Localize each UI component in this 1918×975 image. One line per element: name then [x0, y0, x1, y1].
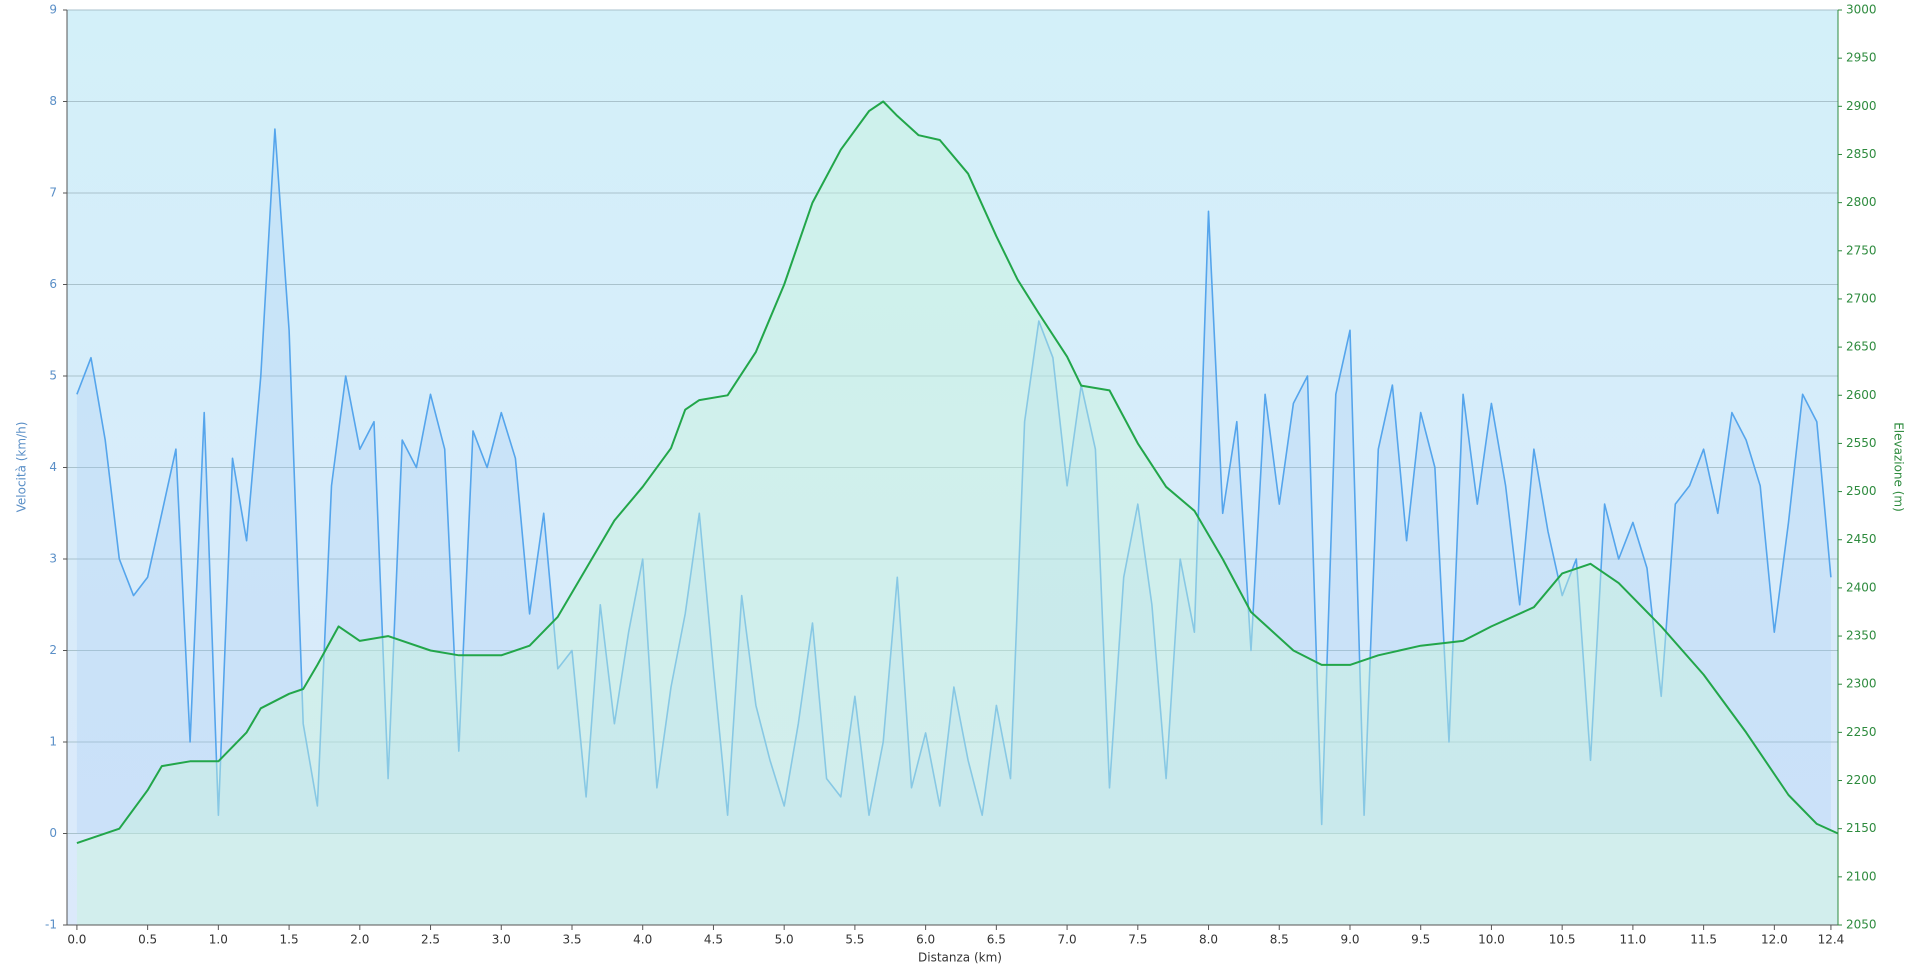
- y2-tick-label: 2900: [1846, 99, 1877, 113]
- x-tick-label: 9.5: [1411, 933, 1430, 947]
- y2-tick-label: 2550: [1846, 436, 1877, 450]
- y-tick-label: 9: [49, 3, 57, 17]
- y-tick-label: 3: [49, 552, 57, 566]
- y2-tick-label: 2400: [1846, 580, 1877, 594]
- x-tick-label: 5.5: [845, 933, 864, 947]
- x-tick-label: 0.0: [67, 933, 86, 947]
- y2-tick-label: 2750: [1846, 243, 1877, 257]
- x-tick-label: 10.0: [1478, 933, 1505, 947]
- x-tick-label: 4.0: [633, 933, 652, 947]
- y2-tick-label: 2650: [1846, 340, 1877, 354]
- y2-tick-label: 2300: [1846, 677, 1877, 691]
- x-tick-label: 0.5: [138, 933, 157, 947]
- y-tick-label: 1: [49, 735, 57, 749]
- x-tick-label: 6.5: [987, 933, 1006, 947]
- y2-tick-label: 2100: [1846, 869, 1877, 883]
- y2-tick-label: 2200: [1846, 773, 1877, 787]
- y-tick-label: -1: [45, 918, 57, 932]
- y2-tick-label: 2600: [1846, 388, 1877, 402]
- x-tick-label: 8.0: [1199, 933, 1218, 947]
- x-tick-label: 3.0: [492, 933, 511, 947]
- x-tick-label: 12.0: [1761, 933, 1788, 947]
- x-tick-label: 1.5: [280, 933, 299, 947]
- x-tick-label: 5.0: [775, 933, 794, 947]
- y-tick-label: 7: [49, 186, 57, 200]
- y-tick-label: 0: [49, 826, 57, 840]
- y-tick-label: 2: [49, 643, 57, 657]
- x-tick-label: 4.5: [704, 933, 723, 947]
- x-tick-label: 2.5: [421, 933, 440, 947]
- y2-tick-label: 2150: [1846, 821, 1877, 835]
- x-tick-label: 9.0: [1340, 933, 1359, 947]
- y2-tick-label: 2850: [1846, 147, 1877, 161]
- x-tick-label: 6.0: [916, 933, 935, 947]
- x-tick-label: 2.0: [350, 933, 369, 947]
- area-fill: [76, 129, 1831, 834]
- y-tick-label: 4: [49, 460, 57, 474]
- y2-tick-label: 2800: [1846, 195, 1877, 209]
- y2-tick-label: 3000: [1846, 3, 1877, 17]
- y-tick-label: 6: [49, 277, 57, 291]
- y2-tick-label: 2250: [1846, 725, 1877, 739]
- x-tick-label: 3.5: [562, 933, 581, 947]
- x-tick-label: 8.5: [1270, 933, 1289, 947]
- x-tick-label: 11.5: [1690, 933, 1717, 947]
- y2-tick-label: 2700: [1846, 291, 1877, 305]
- y2-tick-label: 2500: [1846, 484, 1877, 498]
- y2-tick-label: 2950: [1846, 51, 1877, 65]
- y2-tick-label: 2450: [1846, 532, 1877, 546]
- x-tick-label: 1.0: [209, 933, 228, 947]
- y2-tick-label: 2050: [1846, 918, 1877, 932]
- y2-tick-label: 2350: [1846, 629, 1877, 643]
- data-line: [76, 100, 1839, 845]
- x-tick-label: 10.5: [1549, 933, 1576, 947]
- y-axis-title: Velocità (km/h): [15, 422, 29, 513]
- y-tick-label: 8: [49, 94, 57, 108]
- x-axis-title: Distanza (km): [918, 951, 1002, 965]
- x-tick-label: 7.0: [1058, 933, 1077, 947]
- x-tick-label: 12.4: [1818, 933, 1845, 947]
- area-fill: [76, 101, 1838, 925]
- y2-axis-title: Elevazione (m): [1892, 422, 1906, 512]
- data-line: [76, 128, 1832, 826]
- x-tick-label: 7.5: [1128, 933, 1147, 947]
- x-tick-label: 11.0: [1620, 933, 1647, 947]
- y-tick-label: 5: [49, 369, 57, 383]
